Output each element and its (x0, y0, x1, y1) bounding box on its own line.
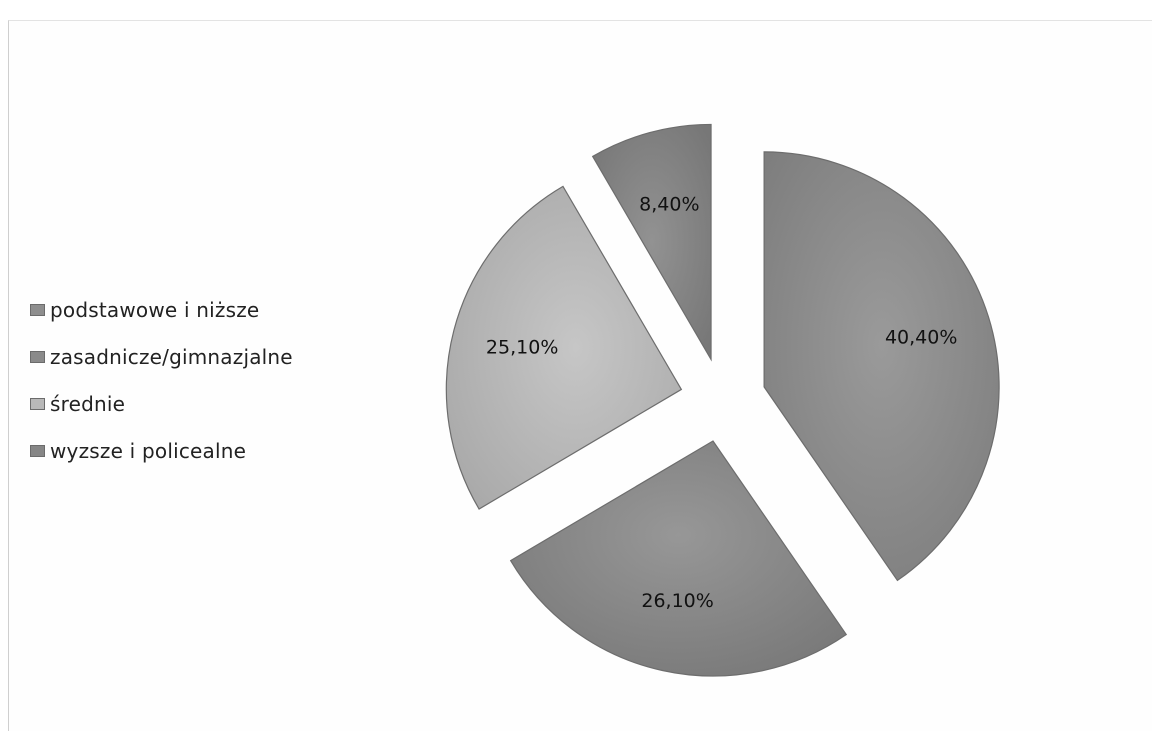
legend-swatch (30, 303, 45, 316)
legend-swatch (30, 444, 45, 457)
data-label-srednie: 25,10% (486, 337, 558, 359)
legend-item-zasadnicze: zasadnicze/gimnazjalne (30, 333, 330, 380)
legend-item-wyzsze: wyzsze i policealne (30, 427, 330, 474)
legend-label: podstawowe i niższe (50, 297, 260, 322)
data-label-podstawowe: 40,40% (885, 327, 957, 349)
data-label-wyzsze: 8,40% (639, 194, 699, 216)
legend-label: średnie (50, 391, 126, 416)
legend-item-podstawowe: podstawowe i niższe (30, 286, 330, 333)
legend-label: zasadnicze/gimnazjalne (50, 344, 293, 369)
legend-swatch (30, 397, 45, 410)
slice-podstawowe (763, 151, 1000, 582)
chart-legend: podstawowe i niższe zasadnicze/gimnazjal… (30, 286, 330, 474)
data-label-zasadnicze: 26,10% (641, 590, 713, 612)
legend-label: wyzsze i policealne (50, 438, 247, 463)
legend-item-srednie: średnie (30, 380, 330, 427)
legend-swatch (30, 350, 45, 363)
slice-srednie (445, 185, 683, 510)
slice-wyzsze (591, 123, 712, 362)
slice-zasadnicze (509, 440, 848, 677)
